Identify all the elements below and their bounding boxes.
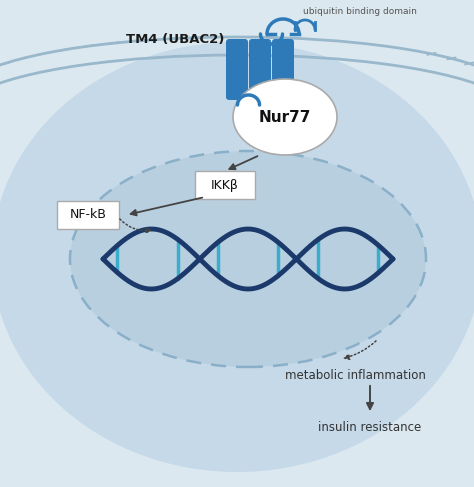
Text: IKKβ: IKKβ [211,179,239,191]
FancyBboxPatch shape [195,171,255,199]
Text: ubiquitin binding domain: ubiquitin binding domain [303,6,417,16]
Text: NF-kB: NF-kB [70,208,107,222]
Ellipse shape [70,151,426,367]
FancyBboxPatch shape [57,201,119,229]
Ellipse shape [233,79,337,155]
FancyBboxPatch shape [226,39,248,100]
Ellipse shape [0,42,474,472]
Text: TM4 (UBAC2): TM4 (UBAC2) [126,33,224,45]
Text: insulin resistance: insulin resistance [319,421,422,434]
FancyBboxPatch shape [249,39,271,100]
Text: metabolic inflammation: metabolic inflammation [284,369,426,382]
FancyBboxPatch shape [272,39,294,100]
Text: Nur77: Nur77 [259,110,311,125]
